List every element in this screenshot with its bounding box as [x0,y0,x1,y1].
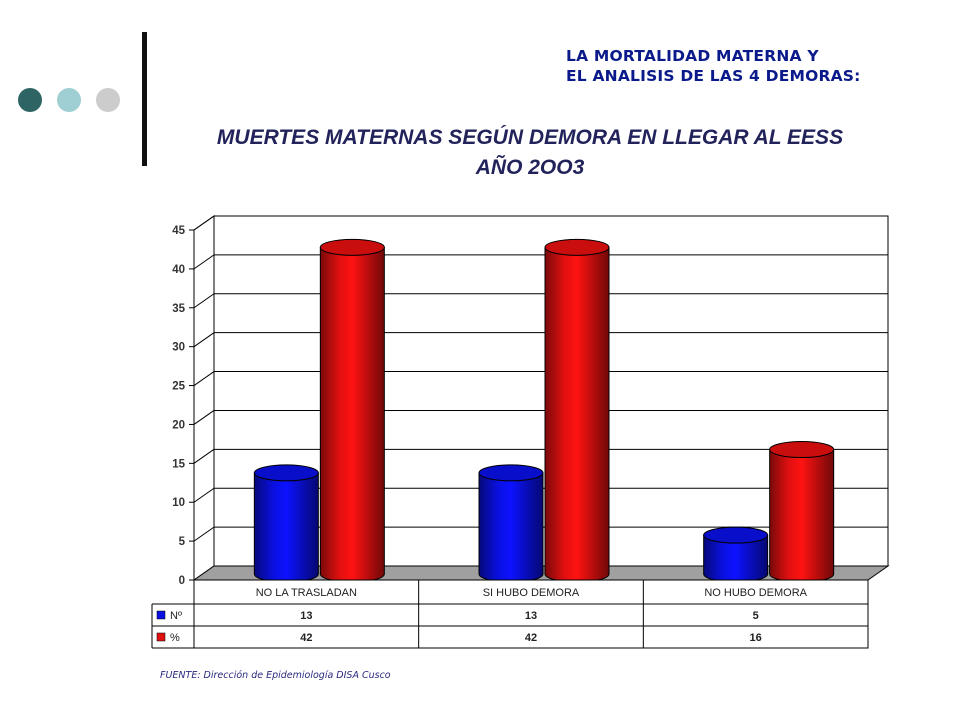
header-line-1: LA MORTALIDAD MATERNA Y [566,47,819,65]
bar-percent [544,238,610,583]
y-tick-label: 45 [172,225,185,237]
bar-count [478,464,544,583]
header-line-2: EL ANALISIS DE LAS 4 DEMORAS: [566,67,861,85]
bar-body [319,246,385,583]
bar-top [253,464,319,482]
slide-header: LA MORTALIDAD MATERNA Y EL ANALISIS DE L… [566,46,861,86]
gridline-side [193,487,215,503]
category-label: NO HUBO DEMORA [704,587,807,599]
chart-title: MUERTES MATERNAS SEGÚN DEMORA EN LLEGAR … [150,123,910,183]
data-label: 13 [300,610,312,622]
data-label: 42 [300,632,312,644]
decorative-dot-teal [57,88,81,112]
decorative-dot-dark [18,88,42,112]
category-label: NO LA TRASLADAN [256,587,357,599]
gridline-side [193,410,215,425]
bar-body [544,246,610,583]
gridline-side [193,215,215,231]
bar-top [478,464,544,482]
y-tick-label: 0 [179,575,185,587]
data-table [193,579,869,649]
gridline-side [193,254,215,270]
legend-label: % [170,632,180,644]
y-tick-label: 40 [172,264,185,276]
gridline-side [193,526,215,542]
gridline-side [193,293,215,309]
y-tick-label: 20 [172,419,185,431]
bar-top [319,238,385,256]
y-tick-label: 5 [179,536,186,548]
y-tick-label: 30 [172,342,185,354]
bar-body [478,472,544,583]
bar-top [769,441,835,459]
bar-body [769,449,835,583]
y-tick-label: 25 [172,381,185,393]
data-label: 42 [525,632,537,644]
chart-title-line-2: AÑO 2OO3 [475,156,585,179]
bar-top [703,526,769,544]
data-label: 16 [750,632,762,644]
bar-percent [769,441,835,583]
decorative-dot-gray [96,88,120,112]
chart-side-wall [193,215,215,581]
chart-title-line-1: MUERTES MATERNAS SEGÚN DEMORA EN LLEGAR … [216,126,844,149]
gridline-side [193,448,215,464]
gridline-side [193,332,215,348]
bar-count [703,526,769,583]
category-label: SI HUBO DEMORA [483,587,580,599]
gridline-side [193,371,215,386]
data-label: 13 [525,610,537,622]
bar-top [544,238,610,256]
bar-count [253,464,319,583]
y-tick-label: 10 [172,497,185,509]
bar-body [253,472,319,583]
y-tick-label: 15 [172,458,185,470]
legend-swatch [156,610,166,620]
legend-label: Nº [170,610,182,622]
y-tick-label: 35 [172,303,185,315]
vertical-divider [142,32,147,166]
legend-swatch [156,632,166,642]
source-note: FUENTE: Dirección de Epidemiología DISA … [160,670,391,681]
data-label: 5 [753,610,759,622]
bar-percent [319,238,385,583]
